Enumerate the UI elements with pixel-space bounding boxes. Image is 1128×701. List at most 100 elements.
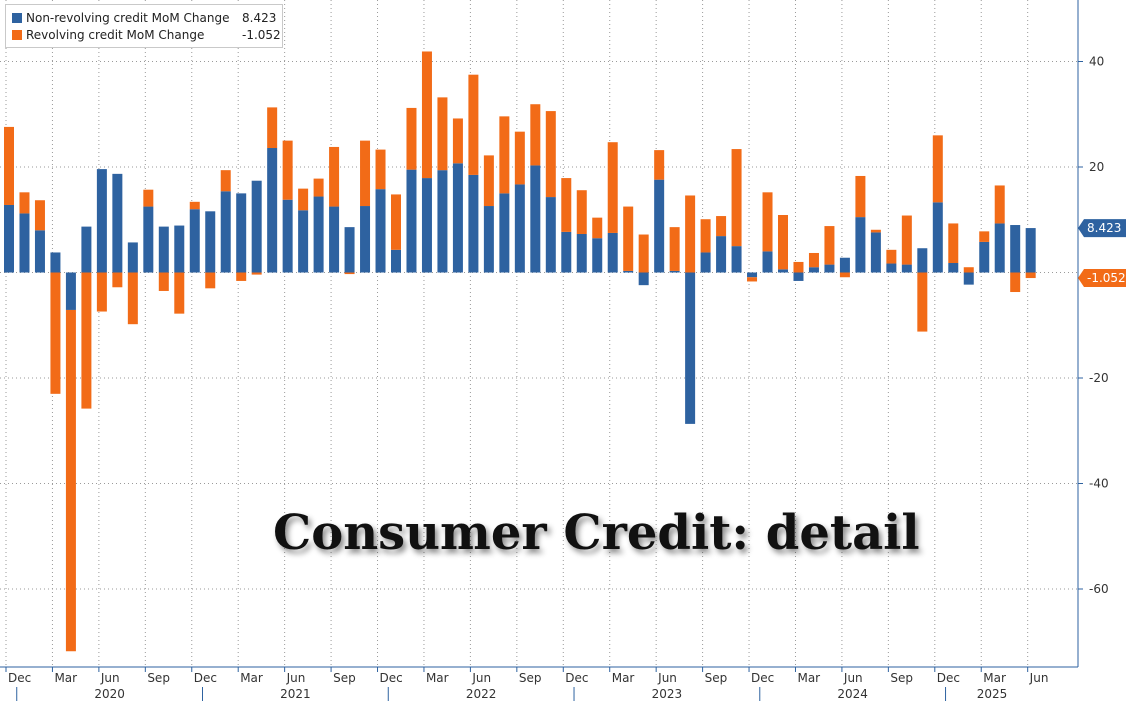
non-revolving-bar (127, 242, 138, 273)
revolving-bar (994, 185, 1005, 224)
non-revolving-bar (452, 163, 463, 273)
x-month-label: Jun (657, 671, 677, 685)
non-revolving-bar (561, 231, 572, 273)
non-revolving-bar (468, 174, 479, 273)
revolving-bar (855, 175, 866, 218)
revolving-bar (452, 118, 463, 164)
non-revolving-bar (592, 238, 603, 273)
revolving-bar (963, 267, 974, 273)
non-revolving-bar (932, 202, 943, 273)
x-month-label: Mar (426, 671, 449, 685)
legend-label-non-revolving: Non-revolving credit MoM Change (26, 11, 230, 25)
revolving-bar (391, 194, 401, 250)
x-month-label: Sep (890, 671, 913, 685)
non-revolving-bar (839, 257, 850, 273)
revolving-bar (1010, 272, 1021, 293)
revolving-bar (731, 149, 742, 247)
y-tick-label: 20 (1089, 160, 1104, 174)
non-revolving-bar (530, 165, 541, 273)
revolving-bar (236, 272, 247, 281)
revolving-bar (50, 272, 61, 394)
non-revolving-bar (50, 252, 61, 273)
x-month-label: Dec (8, 671, 31, 685)
x-year-label: 2024 (837, 687, 868, 701)
non-revolving-bar (375, 189, 386, 273)
non-revolving-bar (81, 226, 92, 273)
non-revolving-bar (948, 263, 959, 273)
non-revolving-bar (421, 178, 432, 273)
non-revolving-bar (1025, 228, 1036, 273)
x-month-label: Sep (705, 671, 728, 685)
x-month-label: Dec (380, 671, 403, 685)
non-revolving-bar (1010, 225, 1021, 273)
non-revolving-bar (282, 199, 293, 273)
revolving-bar (623, 206, 634, 271)
x-month-label: Mar (797, 671, 820, 685)
revolving-bar (437, 97, 448, 171)
revolving-bar (267, 107, 278, 149)
revolving-bar (638, 234, 649, 273)
x-year-label: 2022 (466, 687, 497, 701)
x-month-label: Jun (843, 671, 863, 685)
y-tick-label: 40 (1089, 55, 1104, 69)
non-revolving-bar (700, 252, 711, 273)
non-revolving-bar (793, 272, 804, 281)
non-revolving-bar (112, 173, 123, 273)
revolving-bar (189, 201, 200, 210)
x-month-label: Mar (240, 671, 263, 685)
non-revolving-bar (963, 272, 974, 285)
grid-layer (0, 0, 1078, 667)
non-revolving-bar (545, 197, 556, 273)
y-tick-label: -60 (1089, 582, 1109, 596)
x-month-label: Dec (937, 671, 960, 685)
revolving-bar (344, 272, 355, 275)
revolving-bar (948, 223, 959, 264)
revolving-bar (839, 272, 850, 278)
chart-legend: Non-revolving credit MoM Change 8.423 Re… (5, 4, 283, 48)
revolving-bar (421, 51, 432, 179)
revolving-bar (561, 178, 572, 232)
chart-title: Consumer Credit: detail (273, 505, 920, 561)
revolving-bar (808, 252, 819, 268)
non-revolving-bar (96, 169, 107, 273)
non-revolving-bar (870, 232, 881, 273)
revolving-bar (700, 219, 711, 253)
x-month-label: Sep (333, 671, 356, 685)
revolving-bar (514, 131, 525, 185)
non-revolving-bar (251, 180, 262, 273)
revolving-bar (576, 190, 587, 234)
revolving-bar (329, 146, 340, 207)
non-revolving-bar (731, 246, 742, 273)
non-revolving-bar (329, 206, 340, 273)
non-revolving-bar (514, 184, 525, 273)
legend-item-revolving: Revolving credit MoM Change -1.052 (12, 27, 281, 43)
legend-value-non-revolving: 8.423 (242, 11, 277, 25)
non-revolving-bar (65, 272, 76, 310)
revolving-bar (96, 272, 107, 312)
svg-text:8.423: 8.423 (1087, 221, 1121, 235)
non-revolving-bar (901, 264, 912, 273)
revolving-bar (1025, 272, 1036, 279)
revolving-bar (406, 107, 417, 170)
last-value-tag-non-revolving: 8.423 (1078, 219, 1126, 238)
non-revolving-bar (267, 148, 278, 273)
non-revolving-bar (747, 272, 758, 278)
revolving-bar (545, 111, 556, 198)
non-revolving-bar (979, 241, 990, 273)
revolving-bar (375, 149, 386, 190)
x-month-label: Jun (471, 671, 491, 685)
x-month-label: Jun (286, 671, 306, 685)
revolving-bar (932, 135, 943, 203)
revolving-bar (205, 272, 216, 289)
x-month-label: Dec (565, 671, 588, 685)
legend-swatch-non-revolving (12, 12, 22, 23)
x-month-label: Mar (54, 671, 77, 685)
non-revolving-bar (669, 270, 680, 273)
non-revolving-bar (391, 249, 401, 273)
revolving-bar (174, 272, 185, 314)
bars-layer (4, 51, 1036, 652)
revolving-bar (220, 170, 231, 192)
non-revolving-bar (220, 191, 231, 273)
